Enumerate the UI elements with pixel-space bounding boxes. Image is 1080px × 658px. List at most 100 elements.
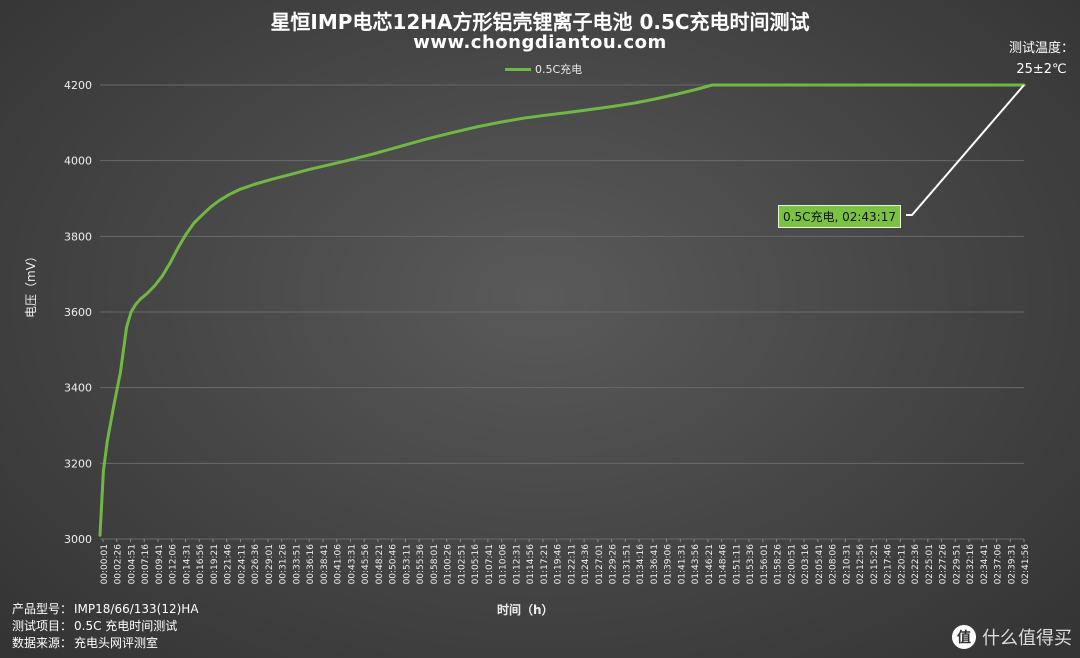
x-tick-label: 02:05:41: [815, 544, 825, 584]
x-tick-label: 01:34:16: [636, 544, 646, 585]
x-tick-label: 02:12:56: [856, 544, 866, 585]
x-tick-label: 01:58:26: [774, 544, 784, 585]
x-tick-label: 00:24:11: [237, 544, 247, 584]
x-tick-label: 00:12:06: [169, 544, 179, 585]
website-url: www.chongdiantou.com: [413, 32, 667, 53]
x-tick-label: 00:21:46: [224, 544, 234, 585]
x-tick-label: 00:29:01: [265, 544, 275, 584]
x-tick-label: 01:10:06: [499, 544, 509, 585]
item-value: 0.5C 充电时间测试: [74, 619, 178, 633]
x-tick-label: 01:07:41: [485, 544, 495, 584]
test-temperature: 测试温度： 25±2℃: [1009, 38, 1074, 80]
source-label: 数据来源：: [12, 636, 73, 650]
x-tick-label: 01:41:31: [677, 544, 687, 584]
x-tick-label: 01:48:46: [719, 544, 729, 585]
y-axis-title: 电压（mV）: [24, 250, 38, 318]
x-tick-label: 00:53:11: [402, 544, 412, 584]
x-tick-label: 00:50:46: [389, 544, 399, 585]
footer-model: 产品型号： IMP18/66/133(12)HA: [12, 601, 199, 618]
x-tick-label: 02:27:26: [939, 544, 949, 585]
x-tick-label: 00:26:36: [251, 544, 261, 585]
x-tick-label: 00:16:56: [196, 544, 206, 585]
x-tick-label: 01:51:11: [732, 544, 742, 584]
temperature-label: 测试温度：: [1008, 41, 1074, 56]
watermark-text: 什么值得买: [982, 628, 1072, 649]
x-tick-label: 00:43:31: [347, 544, 357, 584]
x-tick-label: 02:08:06: [829, 544, 839, 585]
x-tick-label: 01:36:41: [650, 544, 660, 584]
annotation-leader: [906, 84, 1025, 216]
x-tick-label: 00:07:16: [141, 544, 151, 585]
x-tick-label: 00:55:36: [416, 544, 426, 585]
model-label: 产品型号：: [12, 602, 73, 616]
x-tick-label: 00:19:21: [210, 544, 220, 584]
y-tick-label: 4200: [64, 79, 92, 92]
footer-item: 测试项目： 0.5C 充电时间测试: [12, 618, 199, 635]
x-tick-label: 01:05:16: [471, 544, 481, 585]
x-tick-label: 01:27:01: [595, 544, 605, 584]
x-tick-label: 01:00:26: [444, 544, 454, 585]
temperature-value: 25±2℃: [1016, 62, 1067, 77]
footer-info: 产品型号： IMP18/66/133(12)HA 测试项目： 0.5C 充电时间测试…: [12, 601, 199, 652]
chart-title: 星恒IMP电芯12HA方形铝壳锂离子电池 0.5C充电时间测试: [270, 10, 810, 34]
model-value: IMP18/66/133(12)HA: [74, 602, 199, 616]
x-tick-label: 00:58:01: [430, 544, 440, 584]
y-tick-label: 3800: [64, 230, 92, 243]
x-tick-label: 02:29:51: [952, 544, 962, 584]
legend-label: 0.5C充电: [535, 63, 583, 76]
x-tick-label: 00:02:26: [114, 544, 124, 585]
x-tick-label: 00:04:51: [127, 544, 137, 584]
x-tick-label: 01:24:36: [581, 544, 591, 585]
x-tick-label: 02:39:31: [1007, 544, 1017, 584]
x-tick-label: 01:14:56: [526, 544, 536, 585]
x-tick-label: 02:22:36: [911, 544, 921, 585]
x-tick-label: 01:53:36: [746, 544, 756, 585]
x-tick-label: 01:12:31: [512, 544, 522, 584]
x-tick-label: 00:45:56: [361, 544, 371, 585]
x-tick-label: 02:17:46: [884, 544, 894, 585]
footer-source: 数据来源： 充电头网评测室: [12, 635, 199, 652]
series-line: [98, 83, 1026, 537]
x-tick-label: 02:10:31: [842, 544, 852, 584]
zhi-badge-icon: 值: [952, 625, 976, 649]
x-tick-label: 02:37:06: [994, 544, 1004, 585]
x-tick-label: 02:00:51: [787, 544, 797, 584]
x-tick-label: 02:32:16: [966, 544, 976, 585]
y-tick-label: 3600: [64, 306, 92, 319]
legend-swatch: [505, 67, 531, 71]
y-tick-label: 3400: [64, 382, 92, 395]
source-value: 充电头网评测室: [74, 636, 159, 650]
x-axis-title: 时间（h）: [497, 603, 554, 617]
chart-legend: 0.5C充电: [505, 61, 582, 77]
x-tick-label: 00:09:41: [155, 544, 165, 584]
x-tick-label: 00:00:01: [100, 544, 110, 584]
x-tick-label: 00:48:21: [375, 544, 385, 584]
y-tick-label: 4000: [64, 155, 92, 168]
item-label: 测试项目：: [12, 619, 73, 633]
x-tick-label: 01:17:21: [540, 544, 550, 584]
x-tick-label: 01:46:21: [705, 544, 715, 584]
x-tick-label: 01:56:01: [760, 544, 770, 584]
x-tick-label: 00:33:51: [292, 544, 302, 584]
x-tick-label: 00:14:31: [182, 544, 192, 584]
x-tick-label: 00:36:16: [306, 544, 316, 585]
x-tick-label: 01:31:51: [622, 544, 632, 584]
annotation-label: 0.5C充电, 02:43:17: [778, 205, 901, 228]
x-tick-label: 01:19:46: [554, 544, 564, 585]
x-tick-label: 01:22:11: [567, 544, 577, 584]
y-tick-label: 3000: [64, 533, 92, 546]
y-tick-label: 3200: [64, 457, 92, 470]
x-tick-label: 00:41:06: [334, 544, 344, 585]
x-tick-label: 01:39:06: [664, 544, 674, 585]
watermark: 值 什么值得买: [952, 624, 1072, 650]
x-tick-label: 00:38:41: [320, 544, 330, 584]
x-tick-label: 01:43:56: [691, 544, 701, 585]
x-tick-label: 02:20:11: [897, 544, 907, 584]
x-tick-label: 01:02:51: [457, 544, 467, 584]
x-tick-label: 02:34:41: [980, 544, 990, 584]
x-tick-label: 02:25:01: [925, 544, 935, 584]
x-tick-label: 01:29:26: [609, 544, 619, 585]
x-tick-label: 02:03:16: [801, 544, 811, 585]
x-tick-label: 02:15:21: [870, 544, 880, 584]
